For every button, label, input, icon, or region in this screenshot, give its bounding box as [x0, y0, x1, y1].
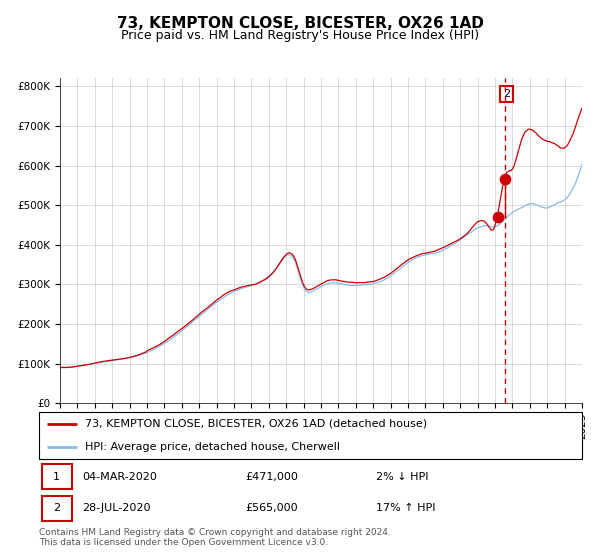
Point [500, 175, 510, 184]
Text: 17% ↑ HPI: 17% ↑ HPI [376, 503, 435, 514]
FancyBboxPatch shape [42, 464, 71, 489]
Text: 04-MAR-2020: 04-MAR-2020 [82, 472, 157, 482]
FancyBboxPatch shape [39, 412, 582, 459]
Text: £565,000: £565,000 [245, 503, 298, 514]
FancyBboxPatch shape [42, 496, 71, 521]
Point [493, 212, 503, 221]
Text: 1: 1 [53, 472, 60, 482]
Text: HPI: Average price, detached house, Cherwell: HPI: Average price, detached house, Cher… [85, 442, 340, 452]
Text: 28-JUL-2020: 28-JUL-2020 [82, 503, 151, 514]
Text: £471,000: £471,000 [245, 472, 298, 482]
Text: 2% ↓ HPI: 2% ↓ HPI [376, 472, 428, 482]
Text: 73, KEMPTON CLOSE, BICESTER, OX26 1AD (detached house): 73, KEMPTON CLOSE, BICESTER, OX26 1AD (d… [85, 418, 427, 428]
Text: 73, KEMPTON CLOSE, BICESTER, OX26 1AD: 73, KEMPTON CLOSE, BICESTER, OX26 1AD [116, 16, 484, 31]
Text: Price paid vs. HM Land Registry's House Price Index (HPI): Price paid vs. HM Land Registry's House … [121, 29, 479, 42]
Text: 2: 2 [503, 89, 511, 99]
Text: 2: 2 [53, 503, 60, 514]
Text: Contains HM Land Registry data © Crown copyright and database right 2024.
This d: Contains HM Land Registry data © Crown c… [39, 528, 391, 547]
